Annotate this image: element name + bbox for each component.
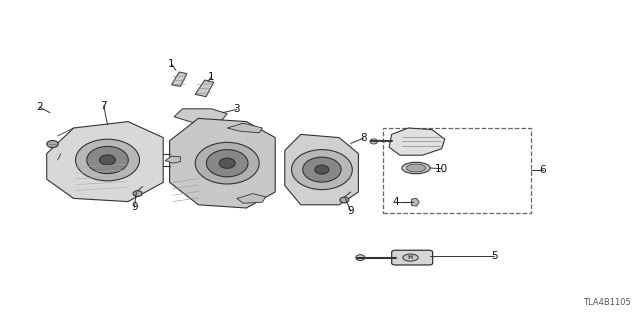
Text: 9: 9 bbox=[348, 206, 354, 216]
Polygon shape bbox=[389, 128, 445, 155]
Polygon shape bbox=[227, 123, 262, 133]
Text: 1: 1 bbox=[168, 59, 175, 69]
Text: H: H bbox=[408, 255, 413, 260]
Polygon shape bbox=[47, 122, 163, 202]
Text: 4: 4 bbox=[392, 197, 399, 207]
Polygon shape bbox=[170, 118, 275, 208]
Ellipse shape bbox=[403, 254, 418, 261]
Ellipse shape bbox=[100, 155, 116, 165]
Text: 5: 5 bbox=[491, 251, 497, 261]
Ellipse shape bbox=[76, 139, 140, 181]
Polygon shape bbox=[172, 72, 187, 86]
Text: 3: 3 bbox=[234, 104, 240, 115]
Ellipse shape bbox=[303, 157, 341, 182]
Polygon shape bbox=[165, 156, 180, 163]
Polygon shape bbox=[237, 194, 266, 203]
Ellipse shape bbox=[356, 255, 365, 260]
Ellipse shape bbox=[195, 142, 259, 184]
FancyBboxPatch shape bbox=[392, 250, 433, 265]
Ellipse shape bbox=[219, 158, 236, 168]
Text: 9: 9 bbox=[131, 202, 138, 212]
Ellipse shape bbox=[292, 150, 352, 189]
Text: 10: 10 bbox=[435, 164, 448, 174]
Polygon shape bbox=[412, 198, 419, 206]
Ellipse shape bbox=[87, 147, 129, 173]
Ellipse shape bbox=[370, 139, 378, 144]
Polygon shape bbox=[195, 80, 214, 97]
Ellipse shape bbox=[315, 165, 329, 174]
Text: TLA4B1105: TLA4B1105 bbox=[582, 298, 630, 307]
Ellipse shape bbox=[340, 197, 349, 203]
Text: 7: 7 bbox=[100, 100, 107, 111]
Text: 6: 6 bbox=[540, 164, 546, 175]
Text: 8: 8 bbox=[360, 133, 367, 143]
Ellipse shape bbox=[47, 140, 58, 148]
Polygon shape bbox=[285, 134, 358, 205]
Ellipse shape bbox=[402, 162, 430, 174]
Ellipse shape bbox=[206, 149, 248, 177]
Polygon shape bbox=[174, 109, 227, 122]
Bar bbox=[383, 128, 531, 213]
Ellipse shape bbox=[133, 191, 142, 196]
Text: 2: 2 bbox=[36, 102, 43, 112]
Text: 1: 1 bbox=[208, 72, 214, 82]
Ellipse shape bbox=[406, 164, 426, 172]
